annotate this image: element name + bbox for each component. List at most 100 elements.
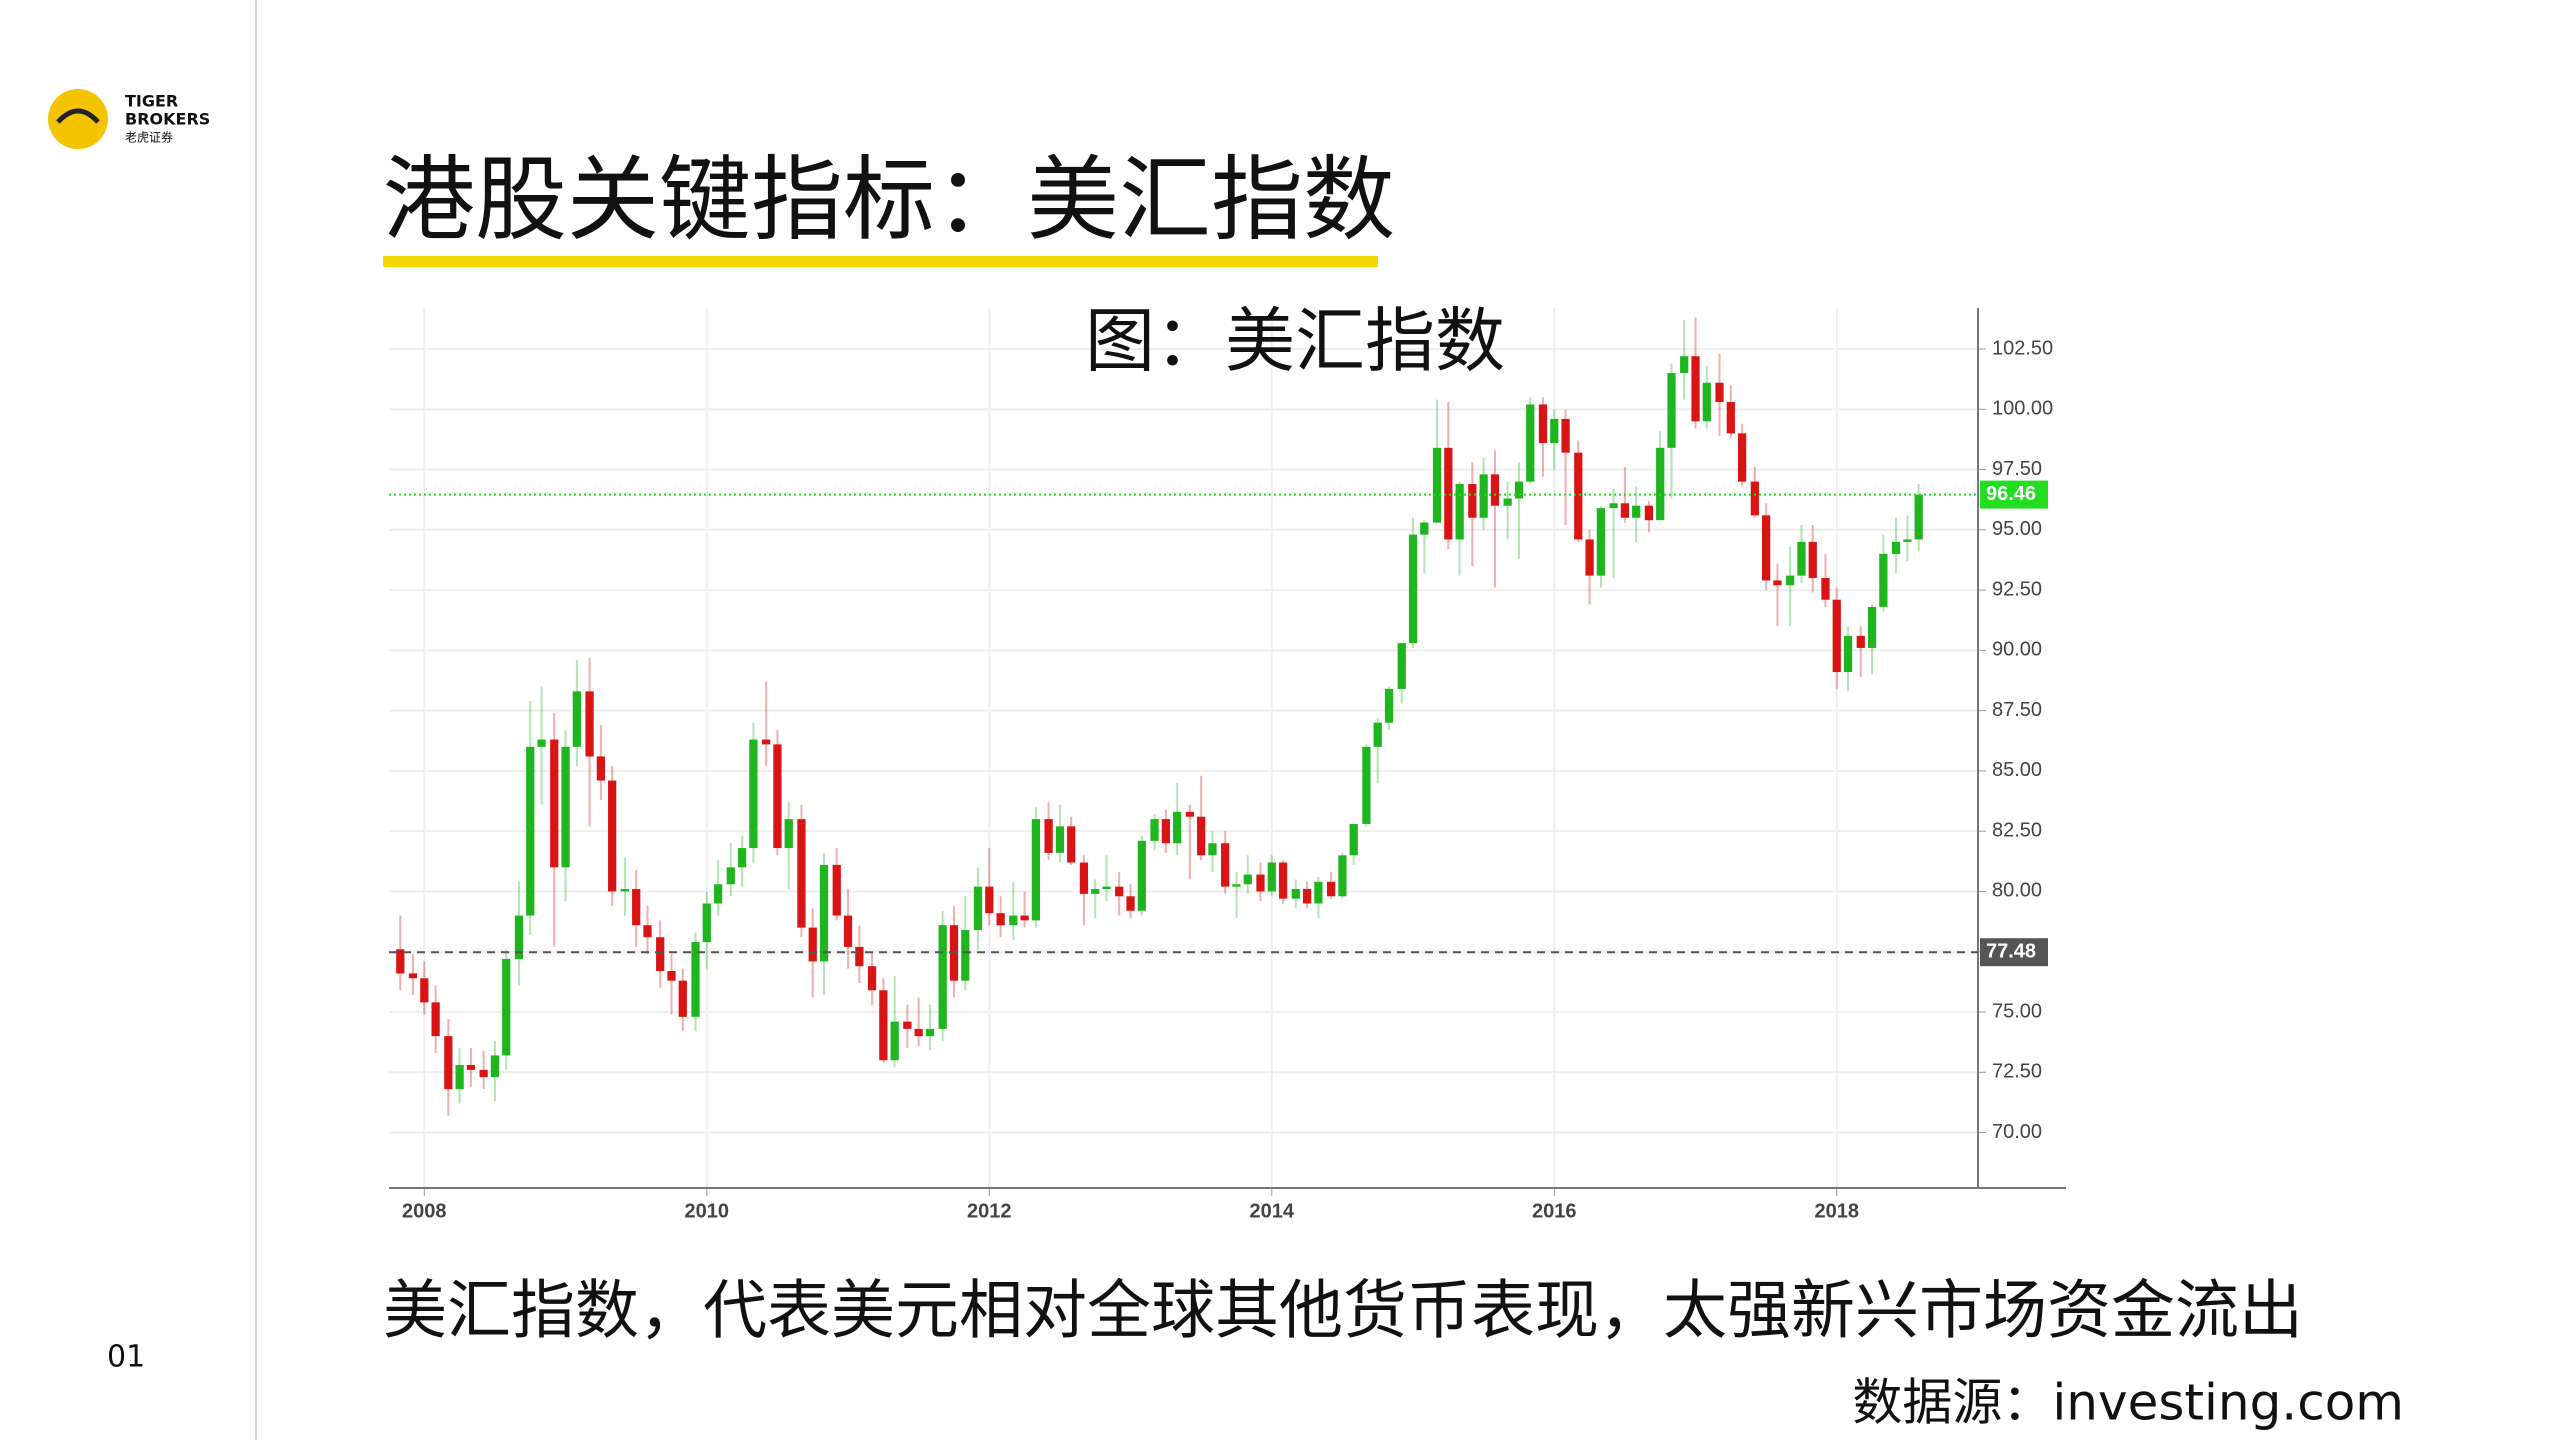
candle-body: [973, 886, 983, 931]
candle-body: [596, 756, 605, 781]
candle-body: [656, 937, 665, 972]
candle-body: [1808, 541, 1817, 579]
y-tick-label: 85.00: [1992, 759, 2042, 781]
candle-body: [1314, 881, 1323, 904]
y-tick-label: 102.50: [1992, 337, 2053, 359]
candle-body: [1715, 382, 1724, 403]
candle-body: [1609, 503, 1618, 509]
logo-stripe: [56, 108, 100, 124]
candle-body: [1561, 418, 1570, 453]
price-tag-label: 96.46: [1986, 483, 2036, 505]
candle-body: [408, 973, 418, 979]
candle-body: [1020, 915, 1029, 921]
candle-body: [737, 848, 747, 868]
title-underline: [383, 256, 1378, 267]
candle-body: [1479, 474, 1488, 518]
candle-body: [396, 949, 405, 974]
candle-body: [996, 913, 1005, 926]
chart-title: 图：美汇指数: [1085, 300, 1505, 382]
candle-body: [1115, 886, 1124, 897]
candle-body: [561, 746, 570, 868]
candle-body: [1267, 862, 1276, 892]
y-tick-label: 87.50: [1992, 699, 2042, 721]
price-tag: [1980, 938, 2048, 967]
candle-body: [1137, 840, 1146, 911]
candle-body: [914, 1028, 923, 1037]
candle-body: [1538, 404, 1548, 444]
candle-body: [1173, 811, 1182, 844]
candle-body: [1738, 433, 1747, 482]
candle-body: [667, 971, 676, 981]
candle-body: [1044, 819, 1053, 853]
candle-body: [1349, 823, 1358, 856]
x-tick-label: 2010: [685, 1200, 730, 1222]
candle-body: [1221, 843, 1230, 887]
candle-body: [537, 739, 546, 747]
candle-body: [502, 958, 511, 1056]
chart: 70.0072.5075.0077.5080.0082.5085.0087.50…: [389, 308, 2066, 1222]
candle-body: [1574, 452, 1583, 540]
candle-body: [773, 744, 782, 849]
candle-body: [1455, 484, 1464, 540]
x-tick-label: 2014: [1250, 1200, 1295, 1222]
candle-body: [762, 739, 771, 745]
candle-body: [1302, 889, 1312, 904]
candle-body: [1091, 889, 1100, 894]
y-tick-label: 80.00: [1992, 880, 2042, 902]
x-tick-label: 2008: [402, 1200, 447, 1222]
candle-body: [479, 1069, 488, 1078]
candle-body: [1596, 508, 1605, 576]
candle-body: [1867, 606, 1877, 648]
candle-body: [1397, 643, 1406, 689]
candle-body: [431, 1002, 440, 1037]
candle-body: [691, 942, 700, 1017]
candle-body: [1821, 578, 1830, 600]
candle-body: [843, 915, 853, 947]
source: 数据源：investing.com: [1852, 1374, 2404, 1432]
y-tick-label: 75.00: [1992, 1000, 2042, 1022]
candle-body: [1514, 481, 1524, 499]
candle-body: [1856, 635, 1865, 648]
candle-body: [572, 691, 581, 747]
candle-body: [903, 1021, 912, 1029]
candle-body: [985, 886, 994, 914]
candle-body: [1079, 862, 1089, 894]
candle-body: [455, 1065, 464, 1090]
candle-body: [1503, 498, 1512, 506]
price-tag-label: 77.48: [1986, 940, 2036, 962]
candle-body: [678, 980, 687, 1017]
candle-body: [925, 1028, 935, 1037]
candle-body: [1691, 356, 1700, 422]
candle-body: [632, 889, 641, 926]
x-tick-label: 2016: [1532, 1200, 1577, 1222]
y-tick-label: 95.00: [1992, 518, 2042, 540]
candle-body: [643, 925, 652, 938]
candle-body: [1256, 874, 1265, 892]
candle-body: [1102, 886, 1111, 890]
candle-body: [1384, 688, 1394, 723]
candle-body: [797, 819, 806, 928]
candle-body: [1680, 356, 1689, 374]
candle-body: [819, 864, 829, 962]
candle-body: [514, 915, 524, 959]
candle-body: [1903, 539, 1912, 542]
x-tick-label: 2012: [967, 1200, 1012, 1222]
y-tick-label: 70.00: [1992, 1121, 2042, 1143]
candle-body: [1326, 881, 1336, 897]
candle-body: [1278, 862, 1288, 899]
logo: TIGER BROKERS 老虎证券: [48, 89, 210, 149]
candle-body: [1726, 402, 1735, 434]
candle-body: [1362, 746, 1371, 824]
candle-body: [1009, 915, 1018, 926]
candle-body: [1702, 382, 1711, 422]
candle-body: [784, 819, 793, 849]
candle-body: [1632, 505, 1641, 518]
logo-text: TIGER: [125, 92, 178, 111]
candle-body: [1550, 418, 1559, 444]
candle-body: [420, 978, 429, 1003]
logo-text: BROKERS: [125, 110, 210, 129]
x-tick-label: 2018: [1815, 1200, 1860, 1222]
page-number: 01: [107, 1340, 145, 1375]
candle-body: [526, 746, 535, 916]
